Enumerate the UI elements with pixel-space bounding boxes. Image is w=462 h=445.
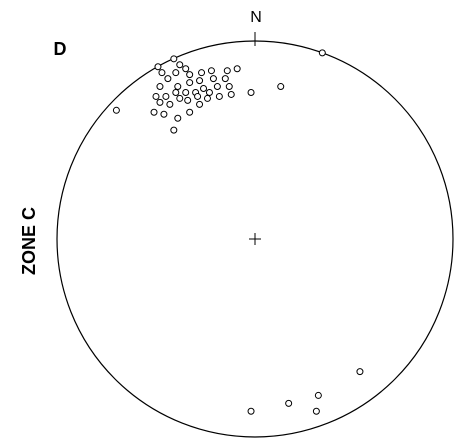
pole-point <box>198 69 206 77</box>
pole-point <box>154 63 162 71</box>
pole-point <box>174 114 182 122</box>
pole-point <box>184 96 192 104</box>
pole-point <box>221 75 229 83</box>
pole-point <box>203 94 211 102</box>
pole-point <box>196 77 204 85</box>
north-label: N <box>250 9 262 26</box>
pole-point <box>174 83 182 91</box>
pole-point <box>277 83 285 91</box>
pole-point <box>176 61 184 69</box>
pole-point <box>247 88 255 96</box>
pole-point <box>213 83 221 91</box>
pole-point <box>182 65 190 73</box>
pole-point <box>156 83 164 91</box>
pole-point <box>186 79 194 87</box>
pole-point <box>233 65 241 73</box>
pole-point <box>176 94 184 102</box>
pole-point <box>200 85 208 93</box>
pole-point <box>318 49 326 57</box>
pole-point <box>194 92 202 100</box>
pole-point <box>166 100 174 108</box>
pole-point <box>186 108 194 116</box>
pole-point <box>356 368 364 376</box>
pole-point <box>160 110 168 118</box>
pole-point <box>215 92 223 100</box>
pole-point <box>227 90 235 98</box>
pole-point <box>285 399 293 407</box>
pole-point <box>196 100 204 108</box>
pole-point <box>209 75 217 83</box>
pole-point <box>247 407 255 415</box>
pole-point <box>172 88 180 96</box>
pole-point <box>164 75 172 83</box>
zone-label: ZONE C <box>19 207 39 275</box>
pole-point <box>162 92 170 100</box>
pole-point <box>158 69 166 77</box>
pole-point <box>152 92 160 100</box>
pole-point <box>150 108 158 116</box>
pole-point <box>112 106 120 114</box>
pole-point <box>225 83 233 91</box>
panel-label: D <box>54 39 67 59</box>
pole-point <box>314 391 322 399</box>
pole-point <box>186 71 194 79</box>
pole-point <box>156 98 164 106</box>
pole-point <box>205 88 213 96</box>
pole-point <box>172 69 180 77</box>
pole-point <box>182 88 190 96</box>
pole-point <box>207 67 215 75</box>
pole-point <box>170 126 178 134</box>
pole-point <box>223 67 231 75</box>
pole-point <box>170 55 178 63</box>
pole-point <box>312 407 320 415</box>
